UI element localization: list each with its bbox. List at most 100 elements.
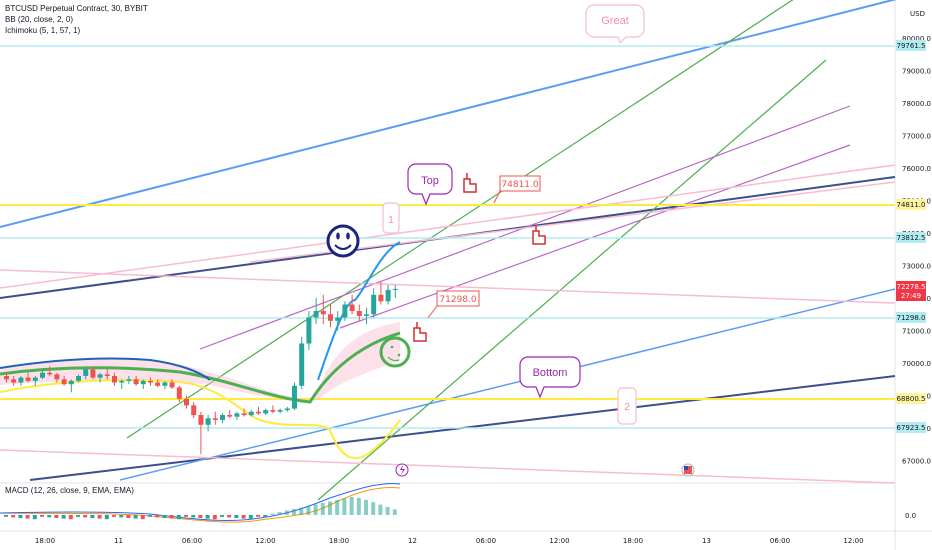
macd-bar: [198, 515, 203, 518]
macd-bar: [11, 515, 16, 518]
macd-signal-line: [0, 487, 401, 523]
candle: [54, 372, 60, 383]
candle: [162, 380, 168, 389]
callout-pointer-74811: [493, 190, 501, 204]
macd-bar: [270, 513, 275, 515]
purple-line-2[interactable]: [339, 144, 851, 329]
yellow-ma-line: [0, 379, 401, 459]
level-71298-callout[interactable]: 71298.0: [427, 290, 480, 319]
candle: [356, 304, 362, 321]
macd-bar: [148, 515, 152, 517]
price-tick-label: 71000.0: [902, 328, 931, 336]
marker-one-label: 1: [388, 215, 394, 226]
macd-pane[interactable]: [0, 483, 401, 523]
time-tick-label: 06:00: [182, 537, 202, 545]
price-tick-label: 70000.0: [902, 360, 931, 368]
candles-layer[interactable]: [4, 281, 398, 454]
level-74811-callout[interactable]: 74811.0: [493, 175, 541, 204]
blue-trendline-upper[interactable]: [0, 0, 932, 228]
candle: [25, 372, 31, 383]
time-tick-label: 06:00: [476, 537, 496, 545]
macd-bar: [349, 497, 354, 515]
macd-bar: [306, 506, 311, 515]
macd-bar: [220, 515, 224, 517]
macd-bar: [4, 515, 8, 517]
bottom-callout[interactable]: Bottom: [519, 356, 581, 399]
lightning-event-icon[interactable]: [395, 463, 409, 477]
macd-bar: [263, 515, 268, 518]
marker-two[interactable]: 2: [617, 387, 637, 425]
candle: [256, 406, 261, 415]
candle: [371, 288, 377, 318]
candle: [176, 385, 182, 402]
pointing-hand-icon-2[interactable]: [532, 225, 546, 245]
bb-legend[interactable]: BB (20, close, 2, 0): [5, 15, 74, 24]
us-flag-event-icon[interactable]: [681, 463, 695, 477]
macd-bar: [256, 515, 260, 517]
macd-bar: [32, 515, 37, 520]
candle: [299, 337, 305, 389]
green-channel-line-2[interactable]: [317, 59, 827, 501]
candle: [140, 379, 146, 389]
macd-bar: [212, 515, 217, 520]
marker-one[interactable]: 1: [382, 202, 400, 234]
ichimoku-legend[interactable]: Ichimoku (5, 1, 57, 1): [5, 26, 81, 35]
indicator-layer: [0, 241, 401, 459]
callout-text-71298: 71298.0: [439, 295, 476, 305]
macd-bar: [54, 515, 59, 518]
marker-one-box: [382, 202, 400, 234]
macd-histogram: [4, 497, 397, 520]
candle: [248, 410, 254, 417]
price-tick-label: 73000.0: [902, 263, 931, 271]
macd-bar: [284, 510, 289, 515]
candle: [263, 408, 269, 415]
candle: [277, 408, 283, 414]
pink-line-3[interactable]: [0, 269, 896, 304]
blue-trendline-lower[interactable]: [119, 288, 896, 481]
currency-label[interactable]: USD: [910, 10, 925, 18]
candle: [126, 376, 132, 385]
macd-bar: [90, 515, 95, 518]
annotations-layer[interactable]: Great Top Bottom 74811.0 71298.0 1: [326, 4, 695, 477]
marker-two-label: 2: [624, 402, 630, 413]
pointing-hand-icon-1[interactable]: [463, 173, 477, 193]
candle: [4, 372, 9, 383]
bb-upper-band-right: [317, 241, 401, 381]
candle: [349, 294, 355, 315]
great-callout[interactable]: Great: [585, 4, 645, 45]
macd-bar: [119, 515, 124, 518]
symbol-legend[interactable]: BTCUSD Perpetual Contract, 30, BYBIT: [5, 4, 148, 13]
top-bubble: [407, 163, 453, 206]
time-tick-label: 18:00: [329, 537, 349, 545]
smiley-green-icon[interactable]: [379, 336, 411, 368]
time-axis[interactable]: 18:00 11 06:00 12:00 18:00 12 06:00 12:00 18:00 1…: [35, 537, 864, 545]
badge-74811: 74811.0: [897, 201, 926, 209]
macd-bar: [335, 500, 340, 515]
time-tick-label: 06:00: [770, 537, 790, 545]
macd-bar: [47, 515, 52, 518]
pink-line-4[interactable]: [0, 449, 896, 484]
price-tick-label: 76000.0: [902, 165, 931, 173]
macd-bar: [61, 515, 66, 519]
candle: [270, 405, 276, 414]
macd-bar: [140, 515, 145, 520]
candle: [104, 369, 110, 380]
candle: [148, 377, 153, 386]
great-label: Great: [601, 15, 629, 27]
candle: [133, 376, 139, 386]
callout-text-74811: 74811.0: [501, 180, 538, 190]
pointing-hand-icon-3[interactable]: [413, 322, 427, 342]
top-callout[interactable]: Top: [407, 163, 453, 206]
macd-bar: [112, 515, 116, 517]
candle: [155, 379, 161, 388]
macd-bar: [342, 498, 347, 515]
macd-legend[interactable]: MACD (12, 26, close, 9, EMA, EMA): [5, 486, 134, 495]
pink-line-1[interactable]: [0, 164, 896, 289]
drawing-layer[interactable]: [0, 0, 932, 501]
green-channel-line-1[interactable]: [126, 0, 800, 439]
macd-bar: [371, 502, 376, 515]
macd-bar: [97, 515, 102, 519]
smiley-happy-icon[interactable]: [326, 224, 360, 258]
macd-bar: [392, 509, 397, 515]
